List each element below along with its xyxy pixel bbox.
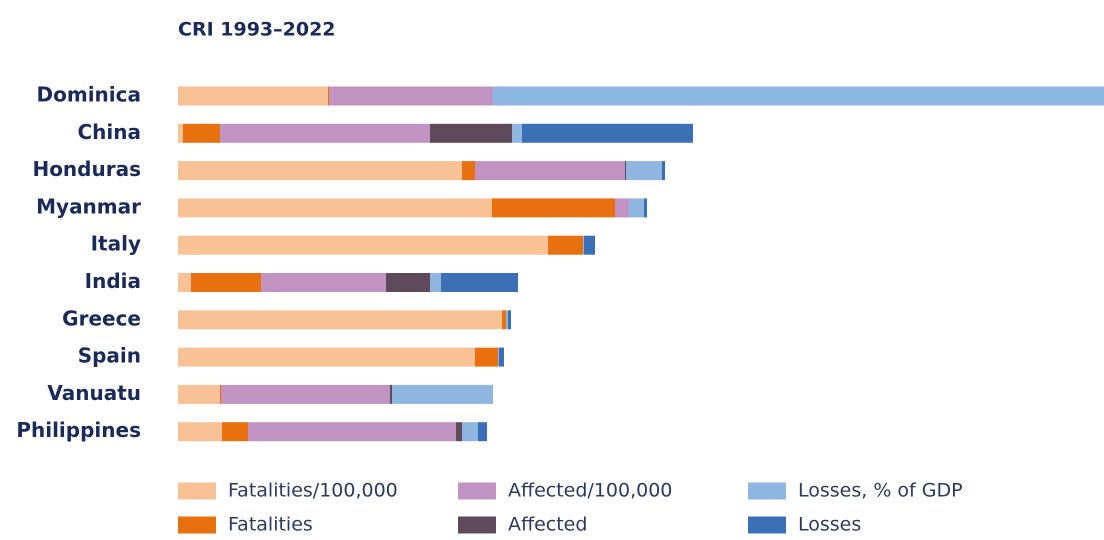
chart-title: CRI 1993–2022: [178, 19, 336, 41]
bar-segment: [392, 384, 493, 404]
bar-segment: [178, 310, 502, 330]
legend-label: Losses, % of GDP: [798, 480, 963, 502]
legend-label: Fatalities: [228, 514, 313, 536]
bar-segment: [386, 273, 430, 292]
bar-segment: [502, 310, 506, 330]
bar-segment: [626, 161, 662, 181]
category-label: Dominica: [37, 83, 141, 107]
bar-segment: [178, 347, 475, 367]
bar-segment: [390, 384, 392, 404]
legend-swatch: [748, 516, 786, 534]
bar-segment: [248, 422, 456, 442]
bar-segment: [499, 347, 504, 367]
bar-segment: [644, 198, 647, 218]
legend-label: Losses: [798, 514, 861, 536]
bar-segment: [178, 86, 328, 106]
legend-label: Fatalities/100,000: [228, 480, 398, 502]
bar-segment: [512, 123, 522, 143]
bar-segment: [462, 161, 475, 181]
bar-segment: [615, 198, 629, 218]
bar-segment: [191, 273, 261, 292]
bar-segment: [508, 310, 511, 330]
bar-segment: [328, 86, 329, 106]
bar-segment: [178, 384, 220, 404]
bar-segment: [178, 235, 548, 255]
category-label: Vanuatu: [47, 381, 141, 405]
legend-swatch: [178, 482, 216, 500]
bar-segment: [222, 422, 248, 442]
category-label: Myanmar: [36, 194, 141, 218]
category-label: China: [77, 120, 141, 144]
bar-segment: [475, 161, 625, 181]
bar-segment: [441, 273, 518, 292]
bar-segment: [221, 384, 390, 404]
legend-swatch: [458, 482, 496, 500]
bar-segment: [625, 161, 626, 181]
category-label: Philippines: [16, 418, 141, 442]
bar-segment: [178, 422, 222, 442]
bar-segment: [220, 384, 221, 404]
bar-segment: [329, 86, 493, 106]
bar-segment: [475, 347, 498, 367]
bar-segment: [430, 273, 441, 292]
bar-segment: [522, 123, 693, 143]
bar-segment: [493, 86, 1104, 106]
bar-segment: [548, 235, 583, 255]
bar-segment: [492, 198, 615, 218]
bar-segment: [178, 123, 183, 143]
category-label: Greece: [62, 306, 141, 330]
bar-segment: [430, 123, 512, 143]
category-label: Honduras: [32, 157, 141, 181]
category-label: Spain: [78, 344, 141, 368]
legend-label: Affected/100,000: [508, 480, 672, 502]
bar-segment: [498, 347, 499, 367]
bar-segment: [506, 310, 508, 330]
bar-segment: [584, 235, 595, 255]
legend-swatch: [458, 516, 496, 534]
bar-segment: [261, 273, 386, 292]
legend-label: Affected: [508, 514, 587, 536]
bar-segment: [178, 198, 492, 218]
category-label: India: [85, 269, 141, 293]
bar-segment: [629, 198, 644, 218]
bar-segment: [662, 161, 665, 181]
bar-segment: [462, 422, 478, 442]
bar-segment: [220, 123, 430, 143]
legend-swatch: [748, 482, 786, 500]
bar-segment: [456, 422, 462, 442]
category-label: Italy: [91, 232, 141, 256]
bar-segment: [178, 273, 191, 292]
bar-segment: [478, 422, 487, 442]
legend-swatch: [178, 516, 216, 534]
bar-segment: [178, 161, 462, 181]
bar-segment: [183, 123, 220, 143]
bar-segment: [583, 235, 584, 255]
